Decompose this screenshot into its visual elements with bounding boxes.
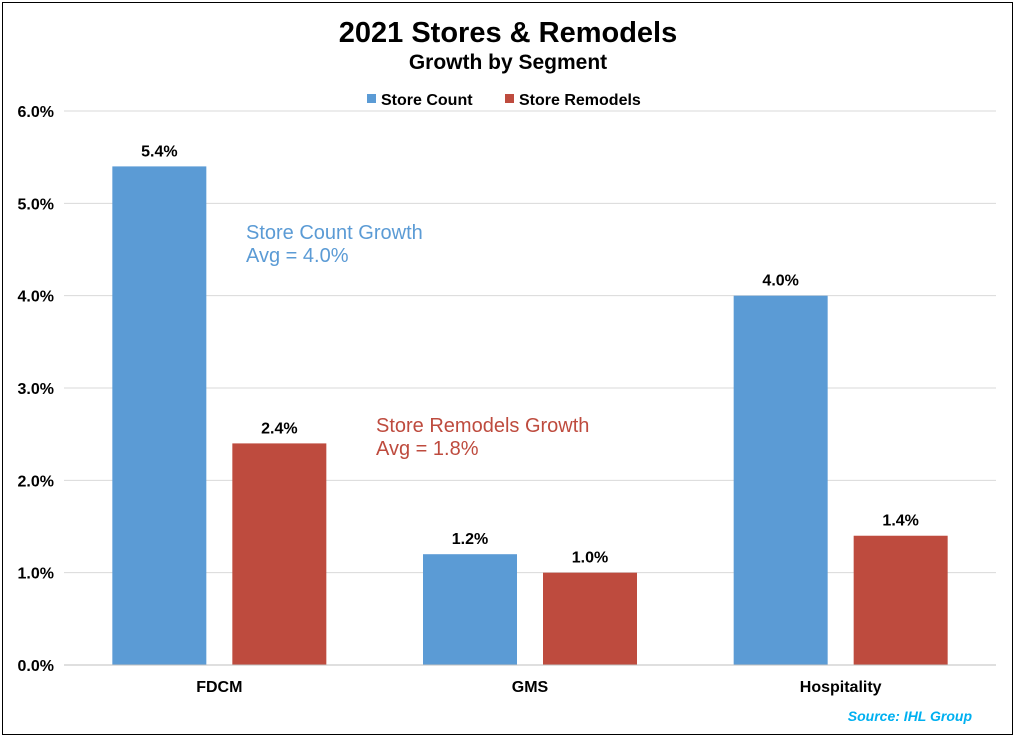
data-label-store-count-hospitality: 4.0% [762,273,798,290]
legend-label-store-remodels: Store Remodels [519,92,641,109]
bar-store-count-hospitality [733,295,828,665]
annotation-store-count-line1: Store Count Growth [246,222,423,244]
legend-swatch-store-count [367,94,376,103]
gridlines [64,110,996,574]
bar-store-count-fdcm [112,166,207,665]
legend: Store Count Store Remodels [367,92,641,109]
legend-label-store-count: Store Count [381,92,473,109]
bars [112,166,948,665]
x-axis: FDCM GMS Hospitality [64,664,996,696]
annotation-store-remodels-line2: Avg = 1.8% [376,438,479,460]
y-tick-label: 4.0% [18,289,54,306]
data-label-store-count-fdcm: 5.4% [141,143,177,160]
x-category-label: GMS [512,679,549,696]
bar-store-remodels-fdcm [232,443,327,665]
annotation-store-count-line2: Avg = 4.0% [246,245,349,267]
chart-title: 2021 Stores & Remodels [339,17,677,49]
y-tick-label: 6.0% [18,104,54,121]
y-tick-label: 5.0% [18,196,54,213]
y-tick-label: 0.0% [18,658,54,675]
data-label-store-remodels-fdcm: 2.4% [261,420,297,437]
data-label-store-count-gms: 1.2% [452,531,488,548]
x-category-label: Hospitality [800,679,882,696]
y-axis: 0.0% 1.0% 2.0% 3.0% 4.0% 5.0% 6.0% [18,104,54,675]
bar-store-remodels-gms [543,572,637,665]
x-category-label: FDCM [196,679,242,696]
data-labels: 5.4% 2.4% 1.2% 1.0% 4.0% 1.4% [141,143,919,566]
bar-store-count-gms [423,554,517,665]
bar-store-remodels-hospitality [853,535,948,665]
source-note: Source: IHL Group [848,708,973,724]
y-tick-label: 3.0% [18,381,54,398]
annotations: Store Count Growth Avg = 4.0% Store Remo… [246,222,589,460]
data-label-store-remodels-hospitality: 1.4% [882,513,918,530]
data-label-store-remodels-gms: 1.0% [572,550,608,567]
y-tick-label: 2.0% [18,473,54,490]
y-tick-label: 1.0% [18,566,54,583]
annotation-store-remodels-line1: Store Remodels Growth [376,415,589,437]
chart-subtitle: Growth by Segment [409,51,607,74]
legend-swatch-store-remodels [505,94,514,103]
